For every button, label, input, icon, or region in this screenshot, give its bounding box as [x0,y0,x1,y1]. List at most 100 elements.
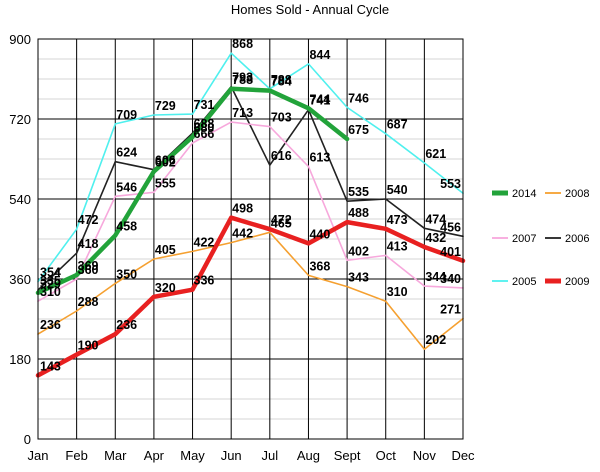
data-label-2009: 190 [78,339,99,353]
data-label-2006: 418 [78,237,99,251]
data-label-2007: 555 [155,176,176,190]
data-label-2014: 680 [194,121,215,135]
y-tick-label: 180 [9,352,31,367]
x-tick-label: Feb [65,448,87,463]
data-label-2008: 422 [194,235,215,249]
x-tick-label: Oct [376,448,397,463]
data-label-2008: 465 [271,216,292,230]
x-tick-label: Sept [334,448,361,463]
data-label-2005: 709 [116,108,137,122]
data-label-2008: 405 [155,243,176,257]
legend-item-2007: 2007 [492,233,536,245]
data-label-2005: 621 [425,147,446,161]
legend-label: 2007 [512,233,536,245]
data-label-2009: 320 [155,281,176,295]
data-label-2005: 868 [232,37,253,51]
data-label-2009: 488 [348,206,369,220]
data-label-2007: 310 [40,285,61,299]
data-label-2006: 540 [387,183,408,197]
data-label-2007: 546 [116,180,137,194]
data-label-2007: 402 [348,244,369,258]
legend-label: 2009 [565,276,589,288]
data-label-2006: 535 [348,185,369,199]
data-label-2006: 688 [194,117,215,131]
data-label-2006: 335 [40,274,61,288]
data-label-2009: 432 [425,231,446,245]
data-label-2005: 553 [440,177,461,191]
data-label-2014: 369 [78,259,99,273]
data-label-2014: 675 [348,123,369,137]
x-tick-label: Jul [262,448,279,463]
data-label-2007: 344 [425,270,446,284]
x-tick-label: Aug [297,448,320,463]
x-tick-label: Jun [221,448,242,463]
data-label-2005: 472 [78,213,99,227]
legend-item-2005: 2005 [492,276,536,288]
data-label-2005: 354 [40,266,61,280]
data-label-2006: 624 [116,146,137,160]
series-line-2014 [35,86,350,296]
data-label-2005: 731 [194,98,215,112]
data-label-2008: 271 [440,303,461,317]
legend-label: 2014 [512,188,536,200]
data-label-2007: 613 [309,151,330,165]
data-label-2014: 788 [232,73,253,87]
data-label-2006: 616 [271,149,292,163]
data-label-2007: 340 [440,272,461,286]
data-label-2008: 368 [309,259,330,273]
data-label-2007: 360 [78,263,99,277]
x-tick-label: May [180,448,205,463]
data-label-2005: 746 [348,91,369,105]
data-label-2005: 788 [271,73,292,87]
plot-frame [37,38,464,440]
x-tick-label: Nov [413,448,437,463]
data-label-2008: 442 [232,227,253,241]
data-label-2005: 687 [387,118,408,132]
series-line-2005 [37,52,464,283]
x-tick-label: Apr [144,448,165,463]
data-label-2007: 413 [387,239,408,253]
data-label-2009: 143 [40,359,61,373]
data-label-2007: 666 [194,127,215,141]
data-label-2014: 744 [309,92,330,106]
legend-item-2008: 2008 [545,188,589,200]
chart-series [35,52,466,378]
legend-item-2014: 2014 [492,188,536,200]
legend-label: 2005 [512,276,536,288]
data-label-2007: 713 [232,106,253,120]
y-tick-label: 360 [9,272,31,287]
series-line-2007 [37,121,464,303]
data-label-2008: 202 [425,333,446,347]
data-label-2014: 458 [116,219,137,233]
data-label-2009: 473 [387,213,408,227]
legend-item-2006: 2006 [545,233,589,245]
data-label-2014: 602 [155,155,176,169]
data-label-2009: 236 [116,318,137,332]
series-line-2009 [35,215,466,378]
y-tick-label: 540 [9,192,31,207]
y-tick-label: 0 [24,432,31,447]
chart-title: Homes Sold - Annual Cycle [231,2,389,17]
data-label-2005: 729 [155,99,176,113]
data-label-2006: 606 [155,154,176,168]
y-tick-label: 720 [9,112,31,127]
data-label-2009: 336 [194,274,215,288]
data-label-2006: 793 [232,71,253,85]
data-label-2006: 474 [425,212,446,226]
data-label-2009: 498 [232,202,253,216]
data-label-2009: 440 [309,227,330,241]
data-label-2008: 236 [40,318,61,332]
data-label-2009: 401 [440,245,461,259]
chart-legend: 2014 2008 2007 2006 2005 2009 [492,188,589,288]
data-label-2008: 343 [348,271,369,285]
x-tick-label: Mar [104,448,127,463]
legend-label: 2008 [565,188,589,200]
series-line-2006 [37,85,464,291]
chart-axes: 0 180 360 540 720 900 Jan Feb Mar Apr May Jun Jul Aug… [9,32,475,463]
data-label-2008: 310 [387,285,408,299]
data-label-2008: 350 [116,267,137,281]
legend-label: 2006 [565,233,589,245]
data-label-2006: 456 [440,220,461,234]
